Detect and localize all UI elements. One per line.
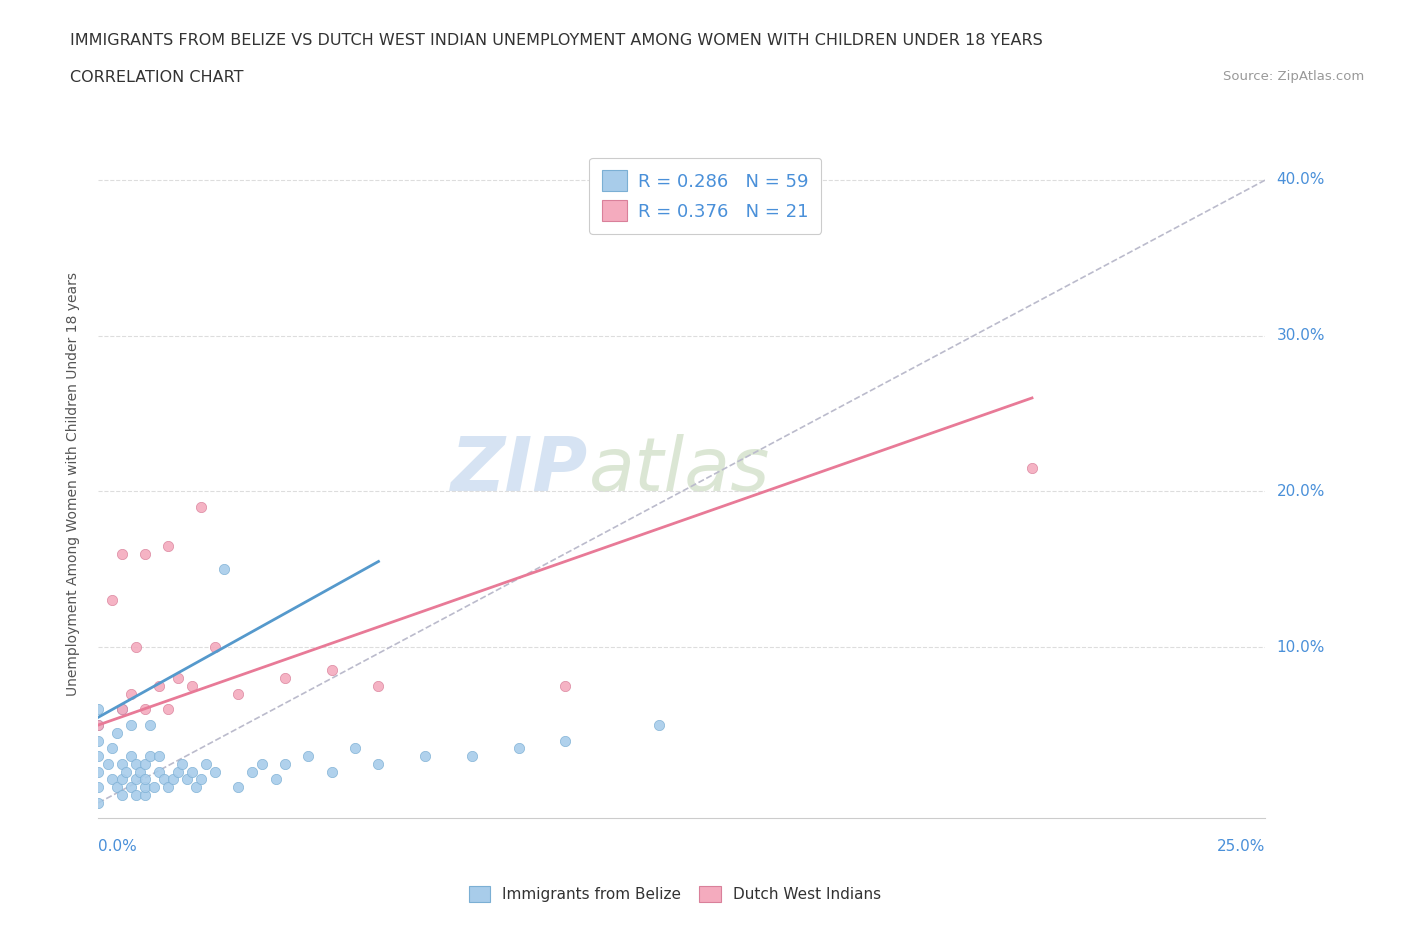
Point bbox=[190, 772, 212, 787]
Point bbox=[274, 756, 297, 771]
Point bbox=[134, 546, 156, 561]
Point bbox=[111, 772, 134, 787]
Point bbox=[125, 772, 148, 787]
Point bbox=[125, 788, 148, 803]
Point bbox=[97, 756, 120, 771]
Point bbox=[87, 749, 110, 764]
Point bbox=[101, 741, 124, 756]
Legend: Immigrants from Belize, Dutch West Indians: Immigrants from Belize, Dutch West India… bbox=[463, 880, 887, 909]
Point bbox=[250, 756, 273, 771]
Point bbox=[554, 733, 576, 748]
Y-axis label: Unemployment Among Women with Children Under 18 years: Unemployment Among Women with Children U… bbox=[66, 272, 80, 696]
Point bbox=[166, 671, 188, 685]
Point bbox=[413, 749, 436, 764]
Point bbox=[461, 749, 484, 764]
Point bbox=[180, 679, 202, 694]
Point bbox=[134, 702, 156, 717]
Point bbox=[321, 663, 343, 678]
Point bbox=[367, 756, 389, 771]
Point bbox=[105, 725, 128, 740]
Point bbox=[264, 772, 287, 787]
Point bbox=[148, 679, 170, 694]
Point bbox=[554, 679, 576, 694]
Point bbox=[143, 780, 166, 795]
Point bbox=[120, 780, 142, 795]
Point bbox=[204, 764, 226, 779]
Point bbox=[204, 640, 226, 655]
Text: IMMIGRANTS FROM BELIZE VS DUTCH WEST INDIAN UNEMPLOYMENT AMONG WOMEN WITH CHILDR: IMMIGRANTS FROM BELIZE VS DUTCH WEST IND… bbox=[70, 33, 1043, 47]
Point bbox=[87, 718, 110, 733]
Point bbox=[186, 780, 208, 795]
Point bbox=[111, 788, 134, 803]
Text: atlas: atlas bbox=[589, 434, 770, 506]
Point bbox=[87, 702, 110, 717]
Point bbox=[152, 772, 174, 787]
Point bbox=[242, 764, 264, 779]
Point bbox=[111, 546, 134, 561]
Point bbox=[1021, 460, 1043, 475]
Text: 30.0%: 30.0% bbox=[1277, 328, 1324, 343]
Point bbox=[134, 772, 156, 787]
Point bbox=[87, 733, 110, 748]
Point bbox=[172, 756, 194, 771]
Text: 10.0%: 10.0% bbox=[1277, 640, 1324, 655]
Point bbox=[166, 764, 188, 779]
Point bbox=[344, 741, 367, 756]
Point bbox=[134, 756, 156, 771]
Point bbox=[111, 702, 134, 717]
Point bbox=[228, 780, 250, 795]
Point bbox=[228, 686, 250, 701]
Point bbox=[115, 764, 138, 779]
Text: ZIP: ZIP bbox=[451, 433, 589, 507]
Point bbox=[105, 780, 128, 795]
Text: 0.0%: 0.0% bbox=[98, 839, 138, 854]
Text: CORRELATION CHART: CORRELATION CHART bbox=[70, 70, 243, 85]
Point bbox=[148, 749, 170, 764]
Point bbox=[87, 780, 110, 795]
Text: 20.0%: 20.0% bbox=[1277, 484, 1324, 498]
Point bbox=[129, 764, 152, 779]
Point bbox=[101, 772, 124, 787]
Point bbox=[120, 749, 142, 764]
Point bbox=[148, 764, 170, 779]
Point bbox=[134, 788, 156, 803]
Point bbox=[176, 772, 198, 787]
Text: 40.0%: 40.0% bbox=[1277, 172, 1324, 188]
Text: 25.0%: 25.0% bbox=[1218, 839, 1265, 854]
Point bbox=[101, 593, 124, 608]
Point bbox=[180, 764, 202, 779]
Point bbox=[157, 780, 180, 795]
Point bbox=[87, 764, 110, 779]
Legend: R = 0.286   N = 59, R = 0.376   N = 21: R = 0.286 N = 59, R = 0.376 N = 21 bbox=[589, 158, 821, 233]
Point bbox=[321, 764, 343, 779]
Point bbox=[134, 780, 156, 795]
Point bbox=[125, 756, 148, 771]
Point bbox=[274, 671, 297, 685]
Point bbox=[508, 741, 530, 756]
Point bbox=[647, 718, 669, 733]
Point bbox=[120, 718, 142, 733]
Point bbox=[87, 718, 110, 733]
Point bbox=[190, 499, 212, 514]
Point bbox=[162, 772, 184, 787]
Point bbox=[214, 562, 236, 577]
Point bbox=[194, 756, 217, 771]
Point bbox=[87, 795, 110, 810]
Point bbox=[297, 749, 319, 764]
Point bbox=[367, 679, 389, 694]
Point bbox=[139, 718, 162, 733]
Point bbox=[111, 702, 134, 717]
Point bbox=[120, 686, 142, 701]
Point bbox=[157, 702, 180, 717]
Point bbox=[139, 749, 162, 764]
Point bbox=[111, 756, 134, 771]
Point bbox=[125, 640, 148, 655]
Point bbox=[157, 538, 180, 553]
Text: Source: ZipAtlas.com: Source: ZipAtlas.com bbox=[1223, 70, 1364, 83]
